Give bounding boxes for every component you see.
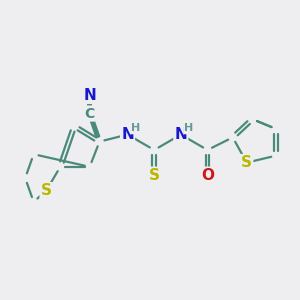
Text: N: N xyxy=(83,88,96,103)
Text: S: S xyxy=(149,168,160,183)
Text: O: O xyxy=(201,168,214,183)
Text: N: N xyxy=(121,127,134,142)
Text: C: C xyxy=(85,106,95,121)
Text: H: H xyxy=(131,123,140,134)
Text: S: S xyxy=(41,183,52,198)
Text: H: H xyxy=(184,123,193,134)
Text: N: N xyxy=(175,127,187,142)
Text: S: S xyxy=(241,155,252,170)
